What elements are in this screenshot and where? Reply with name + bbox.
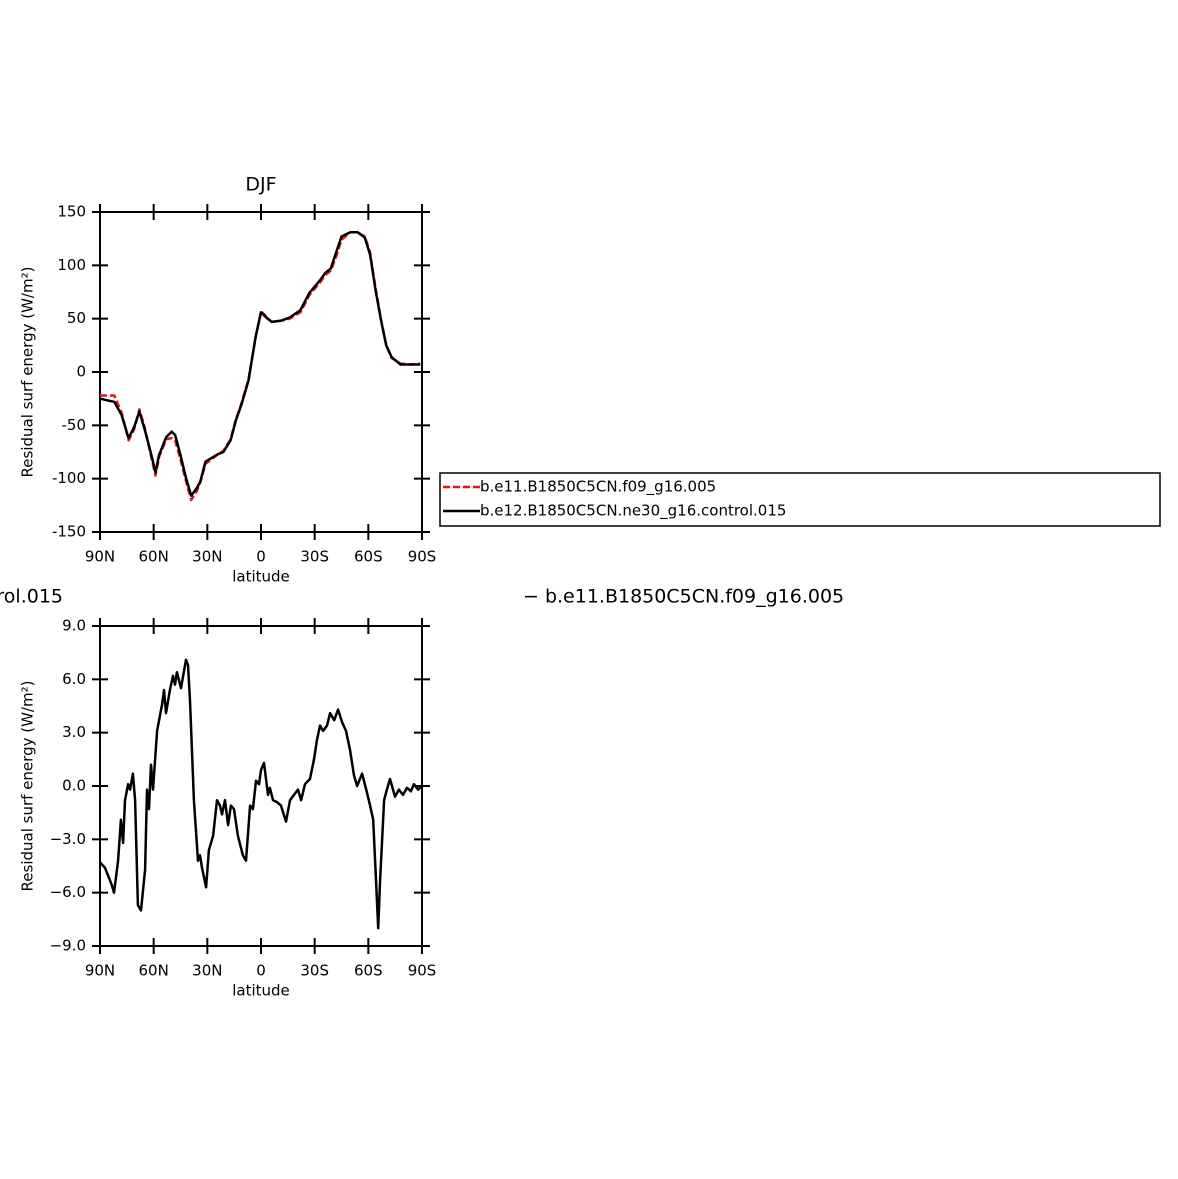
y-axis-label: Residual surf energy (W/m²) [19,681,37,892]
y-tick-label: −3.0 [50,830,86,848]
x-tick-label: 90N [85,962,115,980]
y-tick-label: −9.0 [50,937,86,955]
y-tick-label: 3.0 [62,723,86,741]
x-axis-label: latitude [232,568,290,586]
chart-subtitle: − b.e11.B1850C5CN.f09_g16.005 [523,586,844,608]
x-tick-label: 30S [300,548,329,566]
x-tick-label: 90N [85,548,115,566]
chart-title: DJF [245,174,276,196]
x-tick-label: 30N [192,962,222,980]
legend-label: b.e11.B1850C5CN.f09_g16.005 [480,478,716,497]
plot-frame [99,625,423,947]
y-tick-label: 100 [57,256,86,274]
x-tick-label: 30N [192,548,222,566]
x-tick-label: 90S [408,548,437,566]
y-tick-label: 0.0 [62,777,86,795]
legend-box [439,472,1161,527]
y-tick-label: 6.0 [62,670,86,688]
x-tick-label: 90S [408,962,437,980]
y-tick-label: −6.0 [50,883,86,901]
plot-frame [99,211,423,533]
x-tick-label: 60S [354,962,383,980]
y-axis-label: Residual surf energy (W/m²) [19,267,37,478]
y-tick-label: -150 [52,523,86,541]
legend-label: b.e12.B1850C5CN.ne30_g16.control.015 [480,502,786,521]
y-tick-label: -100 [52,469,86,487]
x-tick-label: 60N [139,548,169,566]
x-axis-label: latitude [232,982,290,1000]
y-tick-label: 0 [76,363,86,381]
y-tick-label: 150 [57,203,86,221]
y-tick-label: 9.0 [62,617,86,635]
y-tick-label: -50 [62,416,87,434]
y-tick-label: 50 [67,309,86,327]
x-tick-label: 60S [354,548,383,566]
x-tick-label: 0 [256,962,266,980]
data-line [99,231,421,497]
x-tick-label: 0 [256,548,266,566]
x-tick-label: 30S [300,962,329,980]
data-line [99,658,423,930]
chart-title: b.e12.B1850C5CN.ne30_g16.control.015 [0,586,63,608]
x-tick-label: 60N [139,962,169,980]
